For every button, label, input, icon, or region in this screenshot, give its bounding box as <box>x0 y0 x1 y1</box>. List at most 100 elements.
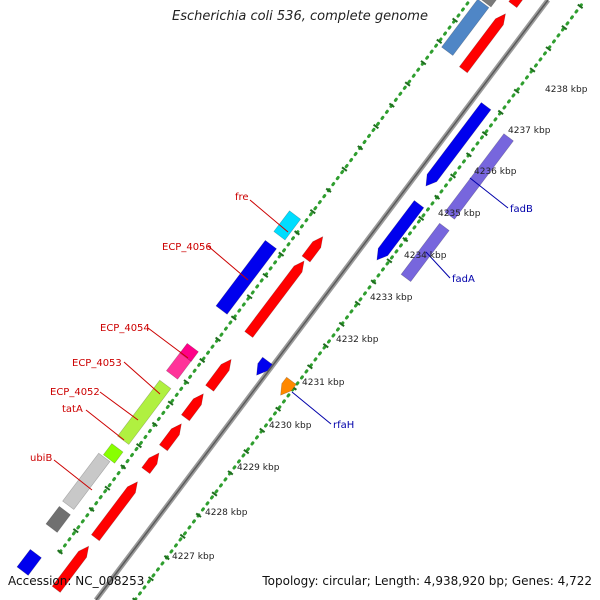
label-ecp-4056: ECP_4056 <box>162 242 212 253</box>
label-fre: fre <box>235 192 249 203</box>
outer-tick <box>420 60 427 66</box>
leader-rfah <box>291 391 332 425</box>
inner-tick <box>450 173 456 179</box>
tick-4235: 4235 kbp <box>438 209 481 219</box>
accession-text: Accession: NC_008253 <box>8 574 145 588</box>
outer-tick <box>388 102 395 108</box>
outer-tick <box>151 421 158 427</box>
outer-tick <box>215 336 221 342</box>
inner-tick <box>577 3 584 9</box>
cds-left-blue <box>16 548 42 576</box>
gene-labels: fre ECP_4056 ECP_4054 ECP_4053 ECP_4052 … <box>30 192 533 464</box>
outer-tick <box>167 400 174 406</box>
cds-red-1 <box>51 545 90 593</box>
inner-tick <box>227 470 234 476</box>
cds-ecp-4054 <box>179 342 199 362</box>
label-rfah: rfaH <box>333 420 354 431</box>
leader-fadb <box>469 177 509 209</box>
inner-tick <box>561 25 568 31</box>
inner-tick <box>275 406 282 412</box>
inner-tick <box>434 194 441 200</box>
label-leaders <box>53 177 509 491</box>
label-fadb: fadB <box>510 204 533 215</box>
inner-tick <box>243 448 250 455</box>
cds-small-blue <box>256 356 273 376</box>
cds-left-grey <box>45 505 71 533</box>
genome-summary: Topology: circular; Length: 4,938,920 bp… <box>262 574 592 588</box>
scale-dots-inner <box>133 0 587 600</box>
tick-4236: 4236 kbp <box>474 167 517 177</box>
cds-top-steel <box>441 0 490 56</box>
outer-tick <box>104 485 111 491</box>
inner-tick <box>338 321 345 328</box>
leader-ecp-4053 <box>123 361 161 395</box>
tick-4238: 4238 kbp <box>545 85 588 95</box>
cds-red-2 <box>90 481 138 542</box>
leader-fada <box>425 251 451 279</box>
leader-fre <box>249 199 289 233</box>
inner-tick <box>545 46 552 52</box>
outer-tick <box>341 166 348 172</box>
outer-tick <box>404 81 411 87</box>
outer-tick <box>72 528 79 534</box>
tick-4227: 4227 kbp <box>172 552 215 562</box>
tick-4232: 4232 kbp <box>336 335 379 345</box>
leader-ubib <box>53 459 93 491</box>
outer-tick <box>230 315 237 321</box>
outer-tick <box>436 38 443 45</box>
inner-tick <box>386 258 393 264</box>
leader-ecp-4056 <box>207 245 249 281</box>
tick-4228: 4228 kbp <box>205 508 248 518</box>
inner-tick <box>402 237 409 243</box>
inner-tick <box>418 215 425 221</box>
inner-tick <box>322 342 329 349</box>
cds-ecp-4052 <box>117 379 172 445</box>
inner-tick <box>370 279 377 285</box>
tick-4229: 4229 kbp <box>237 463 280 473</box>
cds-fada <box>376 200 425 261</box>
inner-tick <box>211 491 218 497</box>
tick-4230: 4230 kbp <box>269 421 312 431</box>
outer-tick <box>136 442 142 449</box>
cds-red-7 <box>244 260 305 338</box>
label-ecp-4054: ECP_4054 <box>100 323 150 334</box>
inner-tick <box>354 300 361 306</box>
cds-red-5 <box>180 393 204 422</box>
leader-ecp-4052 <box>99 391 139 421</box>
cds-ubib <box>62 452 111 510</box>
cds-red-10 <box>508 0 523 9</box>
label-ecp-4052: ECP_4052 <box>50 387 100 398</box>
tick-4234: 4234 kbp <box>404 251 447 261</box>
cds-red-9 <box>458 13 506 74</box>
tick-4233: 4233 kbp <box>370 293 413 303</box>
label-tata: tatA <box>62 404 83 415</box>
cds-fadb <box>425 102 492 187</box>
inner-tick <box>529 67 536 73</box>
leader-ecp-4054 <box>147 327 189 359</box>
map-title: Escherichia coli 536, complete genome <box>172 9 428 24</box>
features <box>16 0 523 593</box>
leader-tata <box>85 409 125 441</box>
cds-fre <box>273 210 302 241</box>
genome-backbone-highlight <box>95 0 549 600</box>
cds-ecp-4056 <box>215 239 277 315</box>
outer-tick <box>120 464 127 470</box>
tick-4231: 4231 kbp <box>302 378 345 388</box>
cds-red-6 <box>205 358 232 392</box>
outer-tick <box>325 187 332 193</box>
outer-tick <box>262 272 269 279</box>
outer-tick <box>88 506 95 513</box>
cds-top-grey <box>481 0 497 8</box>
tick-marks <box>57 3 584 600</box>
scale-tick-labels: 4227 kbp 4228 kbp 4229 kbp 4230 kbp 4231… <box>172 85 588 562</box>
outer-tick <box>373 123 379 130</box>
outer-tick <box>357 145 364 151</box>
outer-tick <box>199 357 206 364</box>
cds-red-3 <box>141 452 160 475</box>
outer-tick <box>57 549 63 555</box>
label-fada: fadA <box>452 274 475 285</box>
outer-tick <box>452 17 458 23</box>
inner-tick <box>259 427 266 434</box>
inner-tick <box>163 554 170 561</box>
